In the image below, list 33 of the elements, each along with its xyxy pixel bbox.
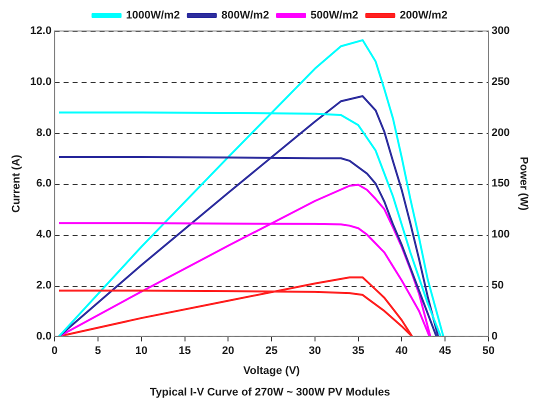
y2-tick-label: 300: [491, 25, 510, 38]
x-tick-label: 25: [265, 345, 278, 358]
x-tick-label: 10: [135, 345, 148, 358]
x-tick-label: 30: [308, 345, 322, 358]
y2-axis-title: Power (W): [517, 156, 530, 211]
y2-tick-label: 200: [491, 126, 510, 139]
y-tick-label: 8.0: [36, 126, 52, 139]
x-tick-label: 35: [352, 345, 364, 358]
y-tick-label: 4.0: [36, 228, 52, 241]
x-tick-label: 5: [94, 345, 102, 358]
x-tick-label: 15: [178, 345, 191, 358]
y-tick-label: 10.0: [30, 76, 52, 88]
x-axis-title: Voltage (V): [243, 365, 300, 378]
y2-tick-label: 50: [491, 280, 504, 292]
y-tick-label: 6.0: [36, 178, 52, 190]
x-tick-label: 50: [482, 345, 495, 358]
y2-tick-label: 100: [491, 228, 510, 241]
x-tick-label: 45: [438, 345, 452, 358]
x-tick-label: 20: [222, 345, 234, 358]
y-tick-label: 0.0: [36, 330, 52, 342]
y-tick-label: 2.0: [36, 280, 52, 292]
y-axis-title: Current (A): [10, 154, 23, 213]
x-tick-label: 40: [396, 345, 408, 358]
legend-label: 800W/m2: [221, 10, 270, 22]
x-tick-label: 0: [52, 345, 58, 358]
legend-label: 500W/m2: [310, 10, 358, 22]
y-tick-label: 12.0: [30, 25, 52, 38]
legend-label: 200W/m2: [400, 10, 448, 22]
legend-label: 1000W/m2: [126, 10, 180, 22]
y2-tick-label: 0: [491, 330, 498, 342]
y2-tick-label: 150: [491, 178, 510, 190]
y2-tick-label: 250: [491, 76, 510, 88]
text: Typical I-V Curve of 270W ~ 300W PV Modules: [150, 386, 390, 398]
